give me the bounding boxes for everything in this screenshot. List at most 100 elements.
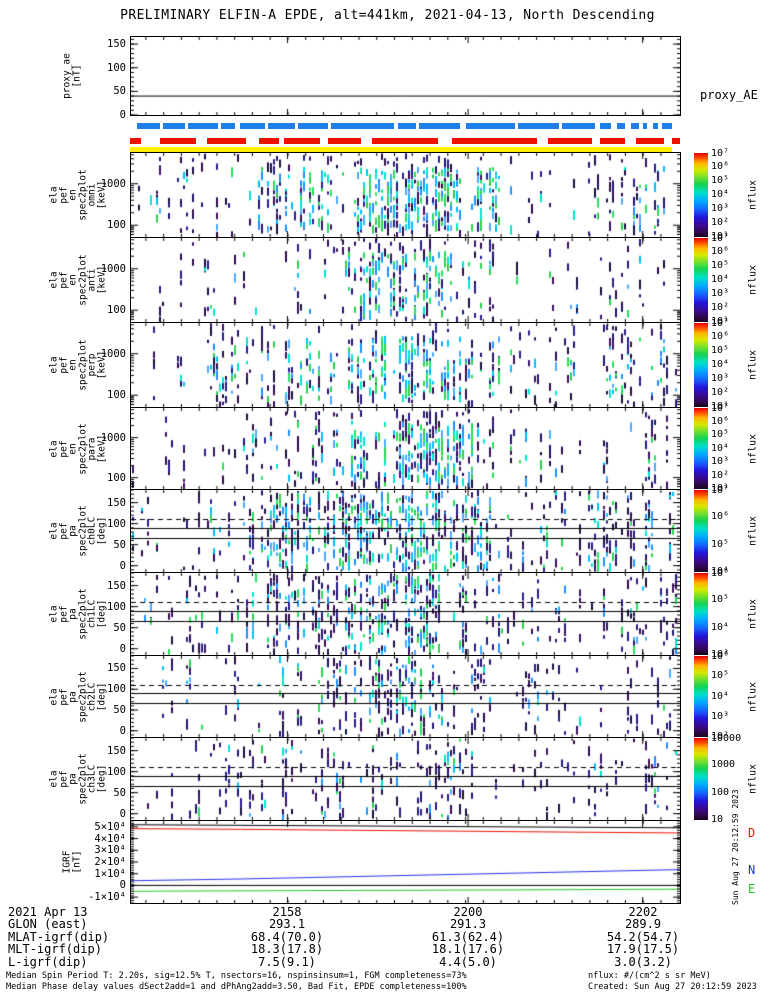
ytick-label: -1×10⁴ [88, 891, 126, 904]
colorbar-tick-label: 10³ [711, 373, 730, 384]
colorbar-tick-label: 10³ [711, 288, 730, 299]
colorbar-tick-label: 10⁵ [711, 538, 730, 550]
igrf-series-label-N: N [748, 862, 756, 877]
colorbar-en_para [694, 408, 708, 489]
time-axis-row-labels: 2021 Apr 13 GLON (east) MLAT-igrf(dip) MLT-… [8, 906, 109, 968]
time-axis-value: 17.9(17.5) [606, 942, 680, 957]
colorbar-tick-label: 10⁵ [711, 260, 730, 271]
ytick-label: 1000 [100, 347, 126, 360]
colorbar-tick-label: 10⁶ [711, 161, 730, 172]
panel-pa_ch2LC [130, 655, 681, 738]
colorbar-axis-label: nflux [747, 681, 759, 712]
panel-pa_ch0LC [130, 489, 681, 573]
science-zone-bar-blue-segment [517, 123, 559, 129]
science-zone-bar-red-segment [372, 138, 438, 144]
axis-label-en_perp: ela pef en spec2plot perp [keV] [49, 339, 108, 390]
time-axis-value: 61.3(62.4) [431, 929, 505, 944]
science-zone-bar-blue-segment [137, 123, 161, 129]
ytick-label: 150 [107, 579, 126, 592]
colorbar-en_perp [694, 323, 708, 407]
panel-proxy_AE [130, 36, 681, 116]
axis-label-line: [keV] [96, 434, 107, 463]
colorbar-tick-label: 10² [711, 731, 730, 742]
colorbar-tick-label: 10³ [711, 649, 730, 660]
colorbar-tick-label: 10² [711, 217, 730, 228]
axis-label-proxy_AE: proxy_ae [nT] [62, 53, 83, 99]
colorbar-tick-label: 10⁷ [711, 485, 730, 496]
footer-phase-delay: Median Phase delay values dSect2add=1 an… [6, 982, 467, 992]
colorbar-pa_ch2LC [694, 656, 708, 737]
side-created-timestamp: Sun Aug 27 20:12:59 2023 [731, 789, 740, 905]
colorbar-tick-label: 10¹ [711, 316, 730, 327]
time-axis-value: 3.0(3.2) [614, 954, 672, 969]
time-axis-value: 293.1 [268, 917, 306, 932]
ytick-label: 1×10⁴ [94, 867, 126, 880]
panel-canvas-pa_ch2LC [131, 656, 680, 737]
science-zone-bar-blue-segment [267, 123, 295, 129]
colorbar-tick-label: 10¹ [711, 483, 730, 494]
science-zone-bar-blue-segment [616, 123, 625, 129]
colorbar-tick-label: 10² [711, 302, 730, 313]
ytick-label: 0 [119, 879, 126, 892]
ytick-label: 100 [107, 517, 126, 530]
colorbar-tick-label: 10⁴ [711, 442, 730, 454]
time-axis-value: 2202 [628, 905, 658, 919]
time-axis-value: 68.4(70.0) [250, 929, 324, 944]
ytick-label: 100 [107, 471, 126, 484]
science-zone-bar-blue-segment [397, 123, 416, 129]
science-zone-bar-blue-segment [600, 123, 612, 129]
panel-canvas-en_anti [131, 238, 680, 322]
panel-pa_ch1LC [130, 572, 681, 656]
footer-spin-period: Median Spin Period T: 2.20s, sig=12.5% T… [6, 971, 467, 981]
science-zone-bar-red-segment [160, 138, 196, 144]
science-zone-bar-yellow-segment [130, 147, 672, 152]
time-axis-column: 2200 291.3 61.3(62.4) 18.1(17.6) 4.4(5.0) [388, 906, 548, 968]
colorbar-tick-label: 10⁵ [711, 175, 730, 186]
ytick-label: 0 [119, 807, 126, 820]
colorbar-tick-label: 10² [711, 387, 730, 398]
axis-label-line: [deg] [96, 599, 107, 629]
science-zone-bar-blue-segment [465, 123, 515, 129]
panel-canvas-en_perp [131, 323, 680, 407]
ytick-label: 100 [107, 683, 126, 696]
igrf-series-label-D: D [748, 825, 756, 840]
colorbar-axis-label: nflux [747, 349, 759, 381]
ytick-label: 150 [107, 38, 126, 51]
science-zone-bar-red-segment [284, 138, 320, 144]
colorbar-en_anti [694, 238, 708, 322]
time-axis-value: 18.3(17.8) [250, 942, 324, 957]
footer-nflux-units: nflux: #/(cm^2 s sr MeV) [588, 971, 711, 981]
ytick-label: 1000 [100, 177, 126, 190]
ytick-label: 50 [113, 538, 126, 551]
ytick-label: 50 [113, 85, 126, 98]
time-axis-value: 4.4(5.0) [439, 954, 497, 969]
plot-title: PRELIMINARY ELFIN-A EPDE, alt=441km, 202… [120, 8, 655, 23]
science-zone-bar-red-segment [600, 138, 625, 144]
colorbar-pa_ch0LC [694, 490, 708, 572]
ytick-label: 0 [119, 109, 126, 121]
colorbar-tick-label: 10⁶ [711, 568, 730, 579]
time-axis-value: 2158 [272, 905, 302, 919]
science-zone-bar-blue-segment [220, 123, 235, 129]
colorbar-tick-label: 10¹ [711, 231, 730, 242]
ytick-label: 100 [107, 600, 126, 613]
axis-label-line: [deg] [96, 516, 107, 546]
colorbar-tick-label: 10⁴ [711, 274, 730, 285]
axis-label-line: [keV] [96, 265, 107, 295]
panel-en_para [130, 407, 681, 490]
science-zone-bar-blue-segment [240, 123, 265, 129]
axis-label-pa_ch0LC: ela pef pa spec2plot ch0LC [deg] [49, 505, 108, 556]
colorbar-axis-label: nflux [747, 515, 759, 547]
time-axis-value: 2200 [453, 905, 483, 919]
time-axis-value: 291.3 [449, 917, 487, 932]
panel-canvas-proxy_AE [131, 37, 680, 115]
science-zone-bar-red-segment [130, 138, 141, 144]
ytick-label: 2×10⁴ [94, 856, 126, 868]
axis-label-line: [nT] [71, 850, 82, 874]
science-zone-bar-blue-segment [187, 123, 218, 129]
panel-canvas-pa_ch0LC [131, 490, 680, 572]
science-zone-bar-blue-segment [330, 123, 394, 129]
colorbar-tick-label: 10⁶ [711, 511, 730, 523]
time-axis-column: 2158 293.1 68.4(70.0) 18.3(17.8) 7.5(9.1) [207, 906, 367, 968]
